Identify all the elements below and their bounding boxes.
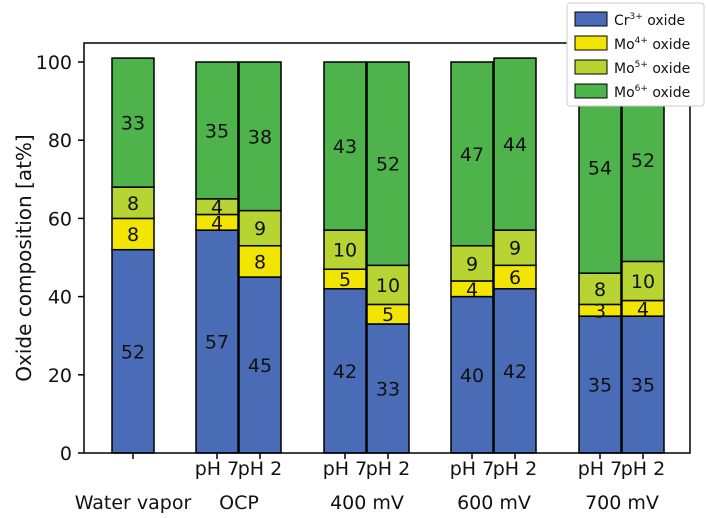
plot-frame [83, 42, 691, 454]
x-group-label: Water vapor [75, 492, 192, 514]
data-label: 52 [631, 150, 655, 172]
y-tick-label: 20 [48, 365, 72, 387]
bar-segment-cr3 [111, 248, 155, 454]
bar-segment-mo6 [450, 61, 494, 247]
bar-segment-cr3 [323, 288, 367, 454]
data-label: 35 [588, 375, 612, 397]
legend-swatch [574, 59, 608, 75]
bar-segment-mo6 [238, 61, 282, 212]
x-tick-label: pH 2 [493, 458, 537, 480]
data-label: 35 [205, 120, 229, 142]
data-label: 5 [339, 269, 351, 291]
data-label: 8 [127, 193, 139, 215]
x-group-label: 600 mV [457, 492, 531, 514]
legend-entry: Cr3+ oxide [614, 12, 685, 29]
legend-swatch [574, 11, 608, 27]
bar-segment-mo6 [366, 61, 410, 267]
data-label: 9 [509, 238, 521, 260]
data-label: 8 [127, 224, 139, 246]
x-group-label: OCP [219, 492, 259, 514]
data-label: 38 [248, 126, 272, 148]
bar-segment-mo4 [238, 245, 282, 278]
data-label: 8 [594, 279, 606, 301]
y-tick-label: 100 [36, 52, 72, 74]
data-label: 57 [205, 332, 229, 354]
data-label: 40 [460, 365, 484, 387]
bar-segment-mo6 [323, 61, 367, 231]
data-label: 4 [211, 197, 223, 219]
y-tick-label: 80 [48, 130, 72, 152]
data-label: 10 [376, 275, 400, 297]
legend-entry: Mo4+ oxide [614, 36, 690, 53]
data-label: 3 [594, 300, 606, 322]
x-tick-label: pH 7 [578, 458, 622, 480]
x-tick-label: pH 7 [195, 458, 239, 480]
y-axis-label: Oxide composition [at%] [12, 134, 36, 382]
x-tick-label: pH 7 [323, 458, 367, 480]
data-label: 33 [121, 113, 145, 135]
data-label: 52 [376, 154, 400, 176]
legend-box [566, 2, 705, 107]
data-label: 10 [631, 271, 655, 293]
data-label: 47 [460, 144, 484, 166]
x-group-label: 700 mV [585, 492, 659, 514]
x-tick-label: pH 2 [621, 458, 665, 480]
data-label: 45 [248, 355, 272, 377]
bar-segment-cr3 [366, 323, 410, 454]
bar-segment-mo5 [450, 245, 494, 282]
data-label: 9 [466, 253, 478, 275]
y-tick-label: 40 [48, 287, 72, 309]
data-label: 8 [254, 251, 266, 273]
data-label: 33 [376, 378, 400, 400]
x-tick-label: pH 2 [366, 458, 410, 480]
bar-segment-mo4 [111, 217, 155, 251]
data-label: 52 [121, 341, 145, 363]
legend-swatch [574, 83, 608, 99]
data-label: 6 [509, 267, 521, 289]
bar-segment-cr3 [238, 276, 282, 454]
x-tick-label: pH 7 [450, 458, 494, 480]
x-tick-label: pH 2 [238, 458, 282, 480]
legend-entry: Mo6+ oxide [614, 84, 690, 101]
bar-segment-cr3 [493, 288, 537, 454]
data-label: 54 [588, 158, 612, 180]
legend: Cr3+ oxide Mo4+ oxide Mo5+ oxide Mo6+ oxide [566, 2, 705, 107]
data-label: 44 [503, 134, 527, 156]
bar-segment-cr3 [450, 295, 494, 454]
data-label: 4 [211, 212, 223, 234]
data-label: 9 [254, 218, 266, 240]
x-group-label: 400 mV [330, 492, 404, 514]
data-label: 10 [333, 240, 357, 262]
data-label: 42 [503, 361, 527, 383]
bar-segment-cr3 [578, 315, 622, 454]
bar-segment-cr3 [621, 315, 665, 454]
data-label: 35 [631, 375, 655, 397]
bar-segment-mo6 [195, 61, 239, 200]
y-tick-label: 60 [48, 208, 72, 230]
bar-segment-mo6 [493, 57, 537, 231]
segment-labels: 5288335744354589384251043335105240494742… [121, 113, 655, 401]
legend-swatch [574, 35, 608, 51]
data-label: 4 [466, 279, 478, 301]
legend-entry: Mo5+ oxide [614, 60, 690, 77]
bar-segment-mo5 [366, 264, 410, 306]
data-label: 43 [333, 136, 357, 158]
bar-segment-mo6 [111, 57, 155, 188]
bar-segment-mo5 [323, 229, 367, 270]
data-label: 42 [333, 361, 357, 383]
data-label: 4 [637, 298, 649, 320]
y-tick-label: 0 [60, 443, 72, 465]
data-label: 5 [382, 304, 394, 326]
